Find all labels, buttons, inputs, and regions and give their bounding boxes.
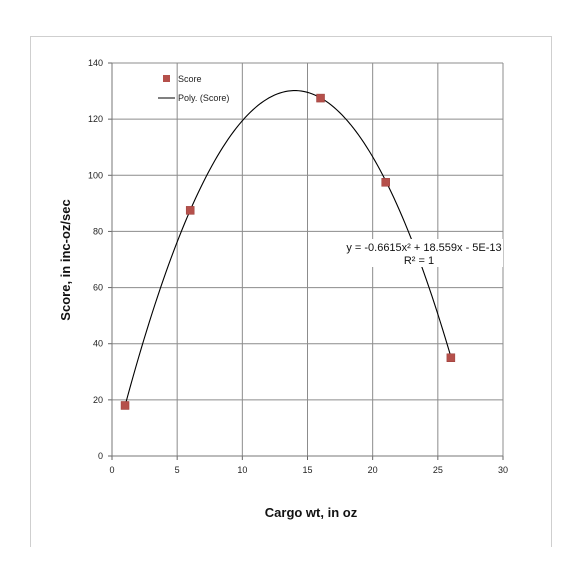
y-tick-label: 0 xyxy=(98,451,103,461)
x-tick-label: 20 xyxy=(368,465,378,475)
score-point xyxy=(316,93,325,103)
legend-score-label: Score xyxy=(178,74,202,84)
score-point xyxy=(381,178,390,187)
axes xyxy=(108,62,504,460)
trendline-equation: y = -0.6615x² + 18.559x - 5E-13 xyxy=(346,242,501,254)
y-tick-label: 40 xyxy=(93,339,103,349)
score-point xyxy=(446,353,456,362)
legend-score-marker xyxy=(163,75,170,82)
x-tick-label: 0 xyxy=(109,465,114,475)
x-tick-label: 10 xyxy=(237,465,247,475)
x-tick-label: 25 xyxy=(433,465,443,475)
score-points xyxy=(120,93,456,410)
y-tick-label: 20 xyxy=(93,395,103,405)
chart-frame xyxy=(30,36,552,547)
trendline-annotation: y = -0.6615x² + 18.559x - 5E-13 R² = 1 xyxy=(343,239,503,267)
legend: Score Poly. (Score) xyxy=(158,74,229,103)
r-squared-label: R² = 1 xyxy=(404,255,434,267)
y-tick-label: 100 xyxy=(88,170,103,180)
y-tick-label: 140 xyxy=(88,58,103,68)
x-tick-label: 30 xyxy=(498,465,508,475)
y-tick-labels: 0 20 40 60 80 100 120 140 xyxy=(88,58,103,461)
score-point xyxy=(120,401,130,410)
x-tick-label: 5 xyxy=(175,465,180,475)
score-point xyxy=(185,206,195,215)
trendline-group xyxy=(124,90,452,406)
poly-trendline xyxy=(124,90,452,406)
annotation-background xyxy=(343,239,503,267)
x-tick-labels: 0 5 10 15 20 25 30 xyxy=(109,465,508,475)
y-tick-label: 80 xyxy=(93,226,103,236)
y-axis-title: Score, in inc-oz/sec xyxy=(58,199,73,320)
y-tick-label: 120 xyxy=(88,114,103,124)
legend-poly-label: Poly. (Score) xyxy=(178,93,229,103)
y-tick-label: 60 xyxy=(93,283,103,293)
x-axis-title: Cargo wt, in oz xyxy=(265,505,358,520)
x-tick-label: 15 xyxy=(302,465,312,475)
